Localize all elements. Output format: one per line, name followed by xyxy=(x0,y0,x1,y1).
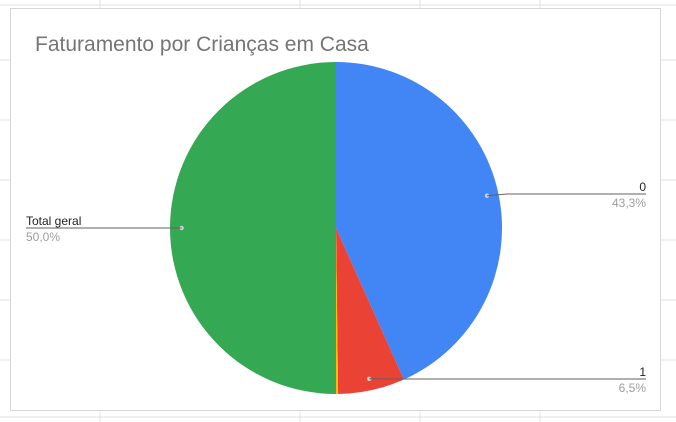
leader-dot-1 xyxy=(367,376,372,381)
slice-label-1: 1 xyxy=(639,365,646,379)
pie-slice-2[interactable] xyxy=(336,228,339,395)
leader-dot-0 xyxy=(484,193,490,198)
slice-percent-1: 6,5% xyxy=(619,381,647,395)
pie-slice-1[interactable] xyxy=(336,228,404,394)
slice-percent-total-geral: 50,0% xyxy=(26,230,60,244)
slice-label-0: 0 xyxy=(639,180,646,194)
chart-title: Faturamento por Crianças em Casa xyxy=(35,33,369,56)
pie-slice-0[interactable] xyxy=(336,62,503,380)
leader-line-0 xyxy=(486,193,646,197)
pie-chart[interactable]: 0 43,3% 1 6,5% Total geral 50,0% xyxy=(11,9,662,412)
pie-slice-total-geral[interactable] xyxy=(170,62,336,394)
chart-card[interactable]: Faturamento por Crianças em Casa 0 43,3% 1… xyxy=(10,8,661,411)
slice-label-total-geral: Total geral xyxy=(26,214,81,228)
slice-percent-0: 43,3% xyxy=(612,196,646,210)
